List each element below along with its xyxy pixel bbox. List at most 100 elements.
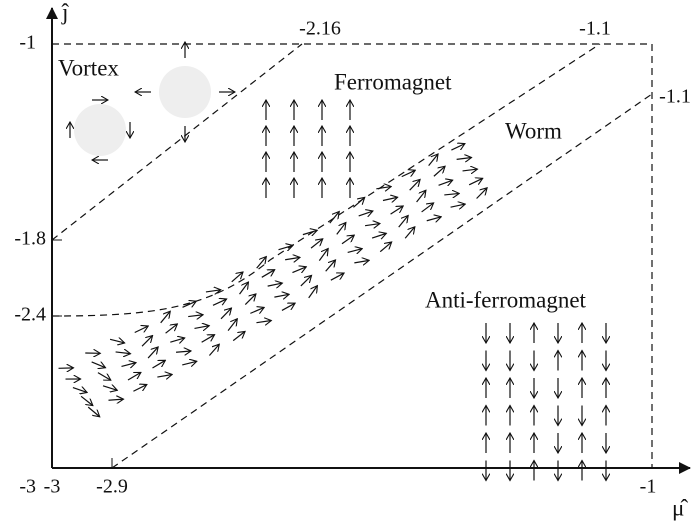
boundary-label: -2.16 [299, 18, 341, 40]
spin-arrow [302, 230, 317, 234]
spin-arrow [175, 351, 191, 352]
spin-arrow [108, 399, 123, 400]
spin-arrow [438, 180, 453, 185]
spin-arrow [468, 178, 483, 186]
spin-arrow [102, 386, 117, 391]
region-label: Ferromagnet [334, 69, 452, 94]
spin-arrow [398, 216, 408, 228]
spin-arrow [220, 308, 231, 320]
boundary-line [111, 93, 653, 469]
spin-arrow [456, 158, 472, 160]
spin-arrow [310, 239, 323, 249]
region-label: Worm [505, 118, 562, 143]
spin-arrow [421, 203, 434, 213]
spin-arrow [188, 315, 203, 317]
spin-arrow [244, 294, 256, 305]
spin-arrow [91, 362, 106, 368]
spin-arrow [426, 217, 441, 221]
spin-arrow [87, 406, 100, 417]
spin-arrow [227, 319, 237, 332]
x-tick-label: -1 [640, 476, 657, 498]
spin-arrow [250, 307, 264, 314]
spin-arrow [358, 211, 373, 216]
boundary-line [51, 43, 303, 241]
spin-arrow [300, 275, 312, 287]
spin-arrow [347, 249, 363, 253]
spin-arrow [376, 187, 391, 189]
spin-arrow [428, 154, 438, 167]
spin-arrow [318, 248, 328, 261]
spin-arrow [267, 283, 283, 286]
spin-arrow [285, 257, 300, 259]
spin-arrow [109, 339, 125, 343]
spin-arrow [157, 374, 172, 377]
spin-arrow [330, 273, 344, 281]
spin-arrow [256, 321, 271, 323]
x-tick-label: -2.9 [96, 476, 128, 498]
spin-arrow [165, 324, 178, 334]
spin-arrow [354, 260, 369, 262]
spin-arrow [336, 222, 346, 235]
spin-arrow [121, 363, 136, 367]
spin-arrow [390, 206, 404, 215]
spin-arrow [182, 361, 197, 365]
boundary-line [51, 43, 601, 317]
vortex-core [74, 104, 126, 156]
spin-arrow [325, 260, 336, 272]
spin-arrow [451, 144, 465, 151]
spin-arrow [97, 372, 111, 381]
spin-arrow [278, 245, 293, 249]
spin-arrow [371, 233, 386, 238]
spin-arrow [182, 301, 197, 308]
y-tick-label: -1.8 [14, 228, 46, 250]
spin-arrow [274, 294, 289, 297]
spin-arrows [58, 42, 606, 481]
spin-arrow [416, 190, 426, 203]
spin-arrow [170, 338, 184, 342]
spin-arrow [261, 270, 275, 278]
spin-arrow [382, 197, 398, 200]
spin-arrow [141, 336, 153, 347]
spin-arrow [232, 331, 245, 342]
spin-arrow [152, 360, 165, 369]
spin-arrow [329, 212, 339, 224]
spin-arrow [401, 170, 416, 178]
y-tick-label: -2.4 [14, 304, 46, 326]
spin-arrow [72, 388, 87, 393]
spin-arrow [364, 224, 380, 226]
y-axis-label: ĵ [61, 0, 69, 24]
spin-arrow [444, 193, 459, 194]
spin-arrow [205, 290, 221, 292]
spin-arrow [281, 303, 295, 311]
vortex-core [159, 66, 211, 118]
spin-arrow [450, 204, 466, 207]
spin-arrow [404, 227, 415, 239]
boundary-label: -1.1 [659, 86, 691, 108]
spin-arrow [433, 166, 445, 177]
border [52, 43, 653, 468]
region-label: Anti-ferromagnet [425, 287, 587, 312]
spin-arrow [256, 257, 267, 269]
spin-arrow [160, 311, 171, 324]
spin-arrow [239, 282, 249, 295]
spin-arrow [379, 242, 391, 253]
spin-arrow [462, 169, 478, 171]
spin-arrow [308, 286, 318, 299]
spin-arrow [476, 188, 488, 199]
spin-arrow [147, 347, 158, 359]
spin-arrow [341, 235, 354, 245]
boundary-label: -1.1 [579, 18, 611, 40]
x-tick-label: -3 [44, 476, 61, 498]
spin-arrow [115, 352, 131, 354]
spin-arrow [353, 197, 364, 208]
spin-arrow [133, 385, 146, 392]
spin-arrow [292, 267, 306, 273]
spin-arrow [194, 326, 209, 329]
spin-arrow [231, 272, 243, 283]
y-tick-label: -1 [19, 32, 36, 54]
spin-arrow [201, 335, 215, 343]
spin-arrow [208, 344, 219, 356]
region-label: Vortex [58, 55, 119, 80]
y-tick-label: -3 [19, 476, 36, 498]
